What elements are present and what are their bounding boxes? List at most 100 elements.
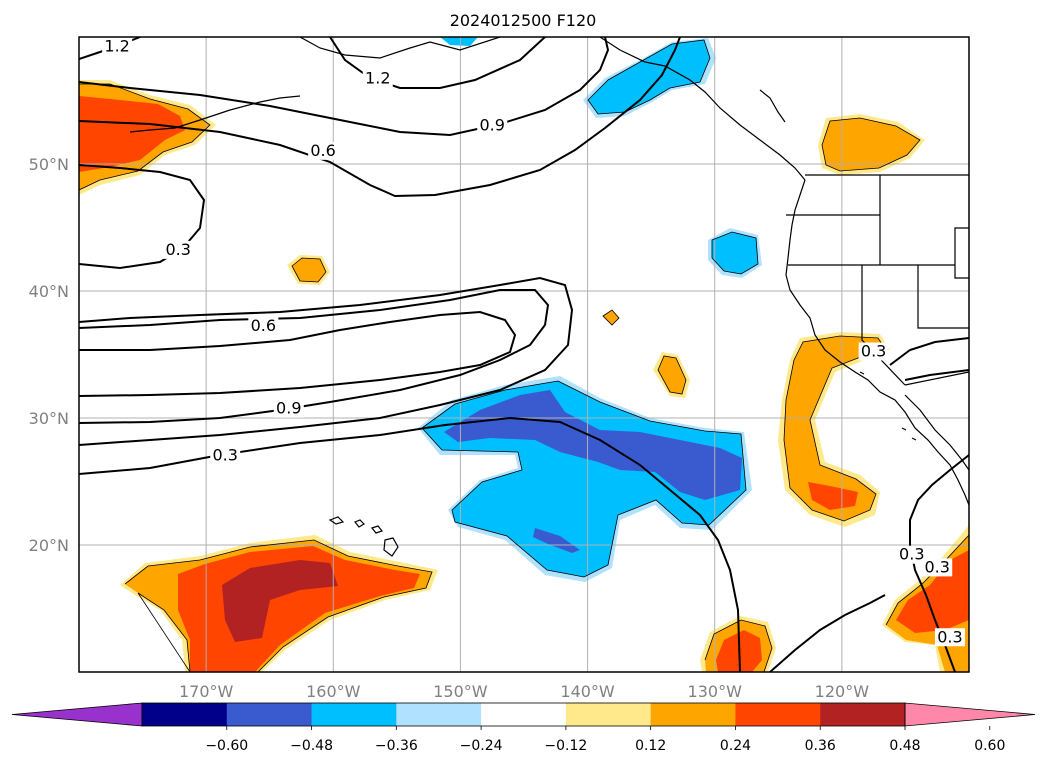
contour-label-bg <box>273 399 304 418</box>
fill-region-small-blob-1-core <box>292 258 326 282</box>
map-area: 1.21.20.90.60.30.60.90.30.30.30.30.3 <box>79 37 969 672</box>
coastline-hawaii-1 <box>328 516 345 525</box>
border-nevada <box>917 265 969 329</box>
colorbar-segment <box>481 703 567 726</box>
contour-line-0-6-north <box>79 37 681 198</box>
shade-contour-blob-2 <box>602 309 620 326</box>
shade-contour-central-pacific <box>421 380 747 578</box>
fill-region-bc-interior <box>822 118 920 171</box>
contour-label: 1.2 <box>104 37 129 56</box>
lat-tick-label: 30°N <box>29 409 69 428</box>
latitude-ticks: 50°N 40°N 30°N 20°N <box>29 155 69 555</box>
colorbar-segment <box>142 703 228 726</box>
lon-tick-label: 170°W <box>179 682 234 701</box>
contour-line-0-3-central <box>79 416 741 672</box>
contour-line-0-6-inner <box>79 310 517 397</box>
border-ca-nv <box>861 265 906 386</box>
contour-label: 0.3 <box>165 240 190 259</box>
fill-region-california-core <box>808 482 858 510</box>
colorbar-tick-label: −0.12 <box>544 738 587 754</box>
colorbar-tick-label: 0.60 <box>974 738 1005 754</box>
colorbar-tick-label: 0.24 <box>720 738 751 754</box>
colorbar-frame <box>141 702 906 727</box>
contour-label-bg <box>102 37 133 56</box>
contour-label: 0.3 <box>861 342 886 361</box>
coastlines <box>129 37 969 557</box>
lat-tick-label: 40°N <box>29 282 69 301</box>
colorbar-segment <box>226 703 313 726</box>
shade-contour-south-coast <box>704 619 773 672</box>
border-us-mexico <box>904 371 969 386</box>
contour-label: 0.3 <box>212 446 237 465</box>
colorbar-tick-label: −0.60 <box>205 738 248 754</box>
colorbar-segment <box>735 703 821 726</box>
contour-label: 0.3 <box>924 557 949 576</box>
colorbar-tick-label: −0.24 <box>460 738 503 754</box>
contour-label: 0.3 <box>899 545 924 564</box>
colorbar-tick-label: 0.12 <box>635 738 666 754</box>
shade-contour-oregon <box>711 231 759 275</box>
colorbar-tick-label: −0.36 <box>375 738 418 754</box>
colorbar-tick-label: −0.48 <box>290 738 333 754</box>
contour-label-bg <box>163 240 194 259</box>
colorbar-tick-label: 0.48 <box>889 738 920 754</box>
contour-label-bg <box>922 558 953 577</box>
shade-contour-bc <box>821 117 921 172</box>
lon-tick-label: 150°W <box>433 682 488 701</box>
coastline-alaska-panhandle <box>599 37 806 181</box>
longitude-ticks: 170°W 160°W 150°W 140°W 130°W 120°W <box>179 682 869 701</box>
contour-label-bg <box>477 116 508 135</box>
colorbar-extend-high <box>904 702 1036 727</box>
coastline-hawaii-3 <box>370 525 384 534</box>
fill-region-gulf-alaska-inner <box>588 40 710 114</box>
contour-label: 0.3 <box>937 627 962 646</box>
lat-tick-label: 20°N <box>29 536 69 555</box>
map-frame <box>78 36 970 673</box>
shade-contour-blob-3 <box>657 355 687 395</box>
coastline-aleutian <box>129 95 301 133</box>
contour-label-bg <box>858 342 889 361</box>
border-east <box>954 227 969 279</box>
contour-line-0-6-central <box>79 276 574 446</box>
lon-tick-label: 140°W <box>560 682 615 701</box>
fill-region-california <box>784 336 886 521</box>
contour-label-bg <box>210 446 241 465</box>
fill-region-central-pacific-core-south <box>533 528 580 553</box>
contour-label-bg <box>362 69 393 88</box>
contour-label: 0.9 <box>479 115 504 134</box>
lon-tick-label: 160°W <box>306 682 361 701</box>
shade-contour-california <box>783 335 887 522</box>
gridlines <box>79 37 969 672</box>
colorbar-segment <box>565 703 652 726</box>
shade-contour-hawaii <box>124 539 433 672</box>
map-title: 2024012500 F120 <box>450 11 597 30</box>
fill-region-hawaii-core <box>222 560 338 642</box>
lon-tick-label: 130°W <box>688 682 743 701</box>
shade-contour-nw <box>79 83 211 191</box>
lon-tick-label: 120°W <box>815 682 870 701</box>
coastline-us-west <box>785 179 969 506</box>
shade-contour-blob-1 <box>291 257 327 283</box>
contour-label: 0.6 <box>251 316 276 335</box>
fill-region-oregon-offshore <box>712 232 758 274</box>
field-contours <box>79 37 969 672</box>
contour-label-bg <box>896 545 927 564</box>
fill-region-nw-core <box>79 96 185 172</box>
coastline-baja-east <box>904 394 969 471</box>
fill-region-alaska-north <box>440 37 478 46</box>
coastline-channel-islands <box>859 371 917 441</box>
contour-label: 0.9 <box>276 399 301 418</box>
contour-label-bg <box>308 141 339 160</box>
contour-label: 0.6 <box>310 141 335 160</box>
colorbar-segment <box>650 703 736 726</box>
contour-label-bg <box>934 628 965 647</box>
colorbar-segment <box>311 703 397 726</box>
colorbar-tick-label: 0.36 <box>805 738 836 754</box>
coastline-bc-islands <box>759 89 786 123</box>
lat-tick-label: 50°N <box>29 155 69 174</box>
coastline-hawaii-4 <box>383 537 399 557</box>
contour-labels: 1.21.20.90.60.30.60.90.30.30.30.30.3 <box>102 37 965 647</box>
coastline-hawaii-2 <box>354 519 365 528</box>
contour-line-0-3-baja <box>904 369 969 381</box>
